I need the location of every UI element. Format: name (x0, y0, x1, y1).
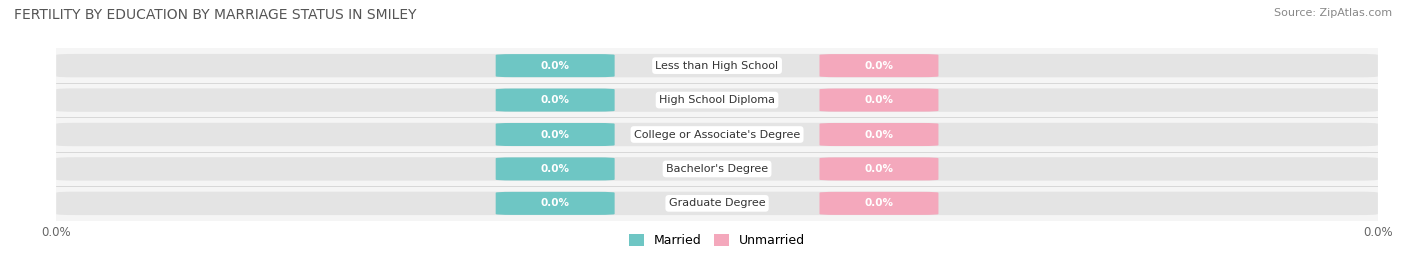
FancyBboxPatch shape (496, 54, 614, 77)
FancyBboxPatch shape (496, 192, 614, 215)
FancyBboxPatch shape (820, 192, 938, 215)
Text: 0.0%: 0.0% (865, 198, 893, 208)
Text: 0.0%: 0.0% (865, 95, 893, 105)
FancyBboxPatch shape (496, 123, 614, 146)
Bar (56, 186, 1378, 221)
Text: 0.0%: 0.0% (541, 164, 569, 174)
Text: 0.0%: 0.0% (865, 164, 893, 174)
Text: 0.0%: 0.0% (541, 129, 569, 140)
Text: 0.0%: 0.0% (541, 95, 569, 105)
Text: 0.0%: 0.0% (541, 198, 569, 208)
Bar (56, 83, 1378, 117)
FancyBboxPatch shape (820, 157, 938, 180)
FancyBboxPatch shape (820, 54, 938, 77)
FancyBboxPatch shape (820, 123, 938, 146)
Bar (56, 117, 1378, 152)
FancyBboxPatch shape (56, 192, 1378, 215)
Text: FERTILITY BY EDUCATION BY MARRIAGE STATUS IN SMILEY: FERTILITY BY EDUCATION BY MARRIAGE STATU… (14, 8, 416, 22)
Text: 0.0%: 0.0% (865, 61, 893, 71)
Text: Graduate Degree: Graduate Degree (669, 198, 765, 208)
Text: 0.0%: 0.0% (541, 61, 569, 71)
Text: Source: ZipAtlas.com: Source: ZipAtlas.com (1274, 8, 1392, 18)
Text: High School Diploma: High School Diploma (659, 95, 775, 105)
Text: College or Associate's Degree: College or Associate's Degree (634, 129, 800, 140)
FancyBboxPatch shape (56, 123, 1378, 146)
Text: Bachelor's Degree: Bachelor's Degree (666, 164, 768, 174)
FancyBboxPatch shape (496, 157, 614, 180)
FancyBboxPatch shape (56, 88, 1378, 112)
FancyBboxPatch shape (56, 157, 1378, 181)
FancyBboxPatch shape (56, 54, 1378, 77)
Text: Less than High School: Less than High School (655, 61, 779, 71)
Bar (56, 152, 1378, 186)
Legend: Married, Unmarried: Married, Unmarried (624, 229, 810, 252)
Text: 0.0%: 0.0% (865, 129, 893, 140)
FancyBboxPatch shape (496, 89, 614, 112)
Bar (56, 48, 1378, 83)
FancyBboxPatch shape (820, 89, 938, 112)
